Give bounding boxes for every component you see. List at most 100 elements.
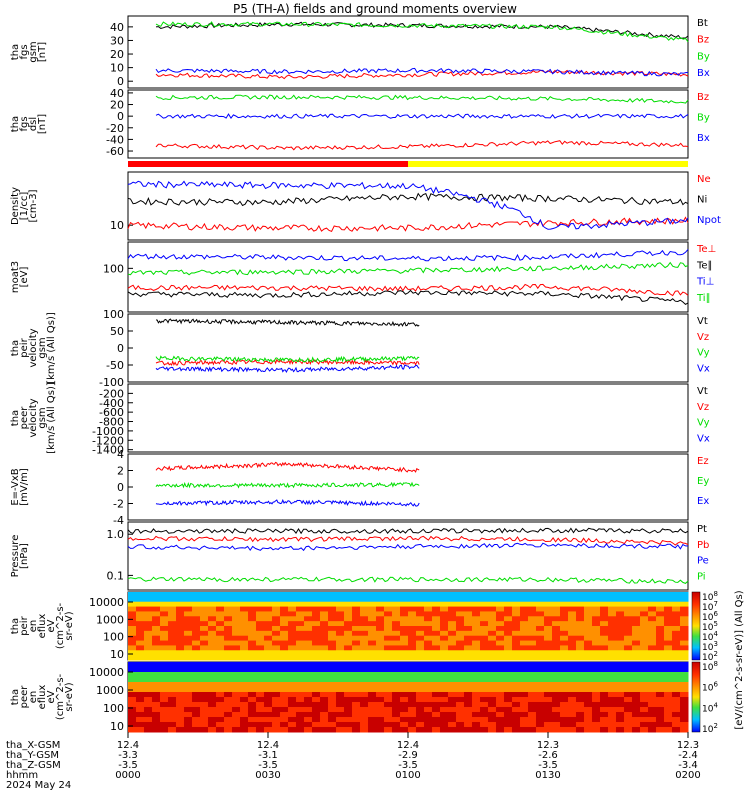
heatmap-cell [320, 645, 329, 651]
heatmap-cell [272, 626, 281, 632]
heatmap-cell [464, 667, 473, 673]
heatmap-cell [608, 717, 617, 723]
heatmap-cell [560, 677, 569, 683]
ytick-label: 100 [103, 631, 124, 644]
heatmap-cell [248, 616, 257, 622]
heatmap-cell [568, 667, 577, 673]
heatmap-cell [616, 722, 625, 728]
heatmap-cell [528, 611, 537, 617]
heatmap-cell [352, 621, 361, 627]
panel-ylabel: dsl [28, 117, 39, 131]
heatmap-cell [424, 640, 433, 646]
heatmap-cell [456, 712, 465, 718]
heatmap-cell [208, 727, 217, 733]
heatmap-cell [296, 611, 305, 617]
heatmap-cell [568, 687, 577, 693]
heatmap-cell [512, 662, 521, 668]
heatmap-cell [616, 592, 625, 598]
heatmap-cell [336, 626, 345, 632]
heatmap-cell [568, 672, 577, 678]
heatmap-cell [432, 662, 441, 668]
heatmap-cell [264, 626, 273, 632]
heatmap-cell [552, 692, 561, 698]
heatmap-cell [592, 650, 601, 656]
heatmap-cell [544, 677, 553, 683]
heatmap-cell [128, 601, 137, 608]
heatmap-cell [240, 596, 249, 603]
heatmap-cell [168, 601, 177, 608]
heatmap-cell [424, 672, 433, 678]
heatmap-cell [584, 727, 593, 733]
heatmap-cell [624, 687, 633, 693]
heatmap-cell [408, 635, 417, 642]
heatmap-cell [232, 645, 241, 651]
heatmap-cell [400, 592, 409, 598]
heatmap-cell [392, 655, 401, 661]
heatmap-cell [576, 712, 585, 718]
heatmap-cell [176, 650, 185, 656]
heatmap-cell [272, 655, 281, 661]
heatmap-cell [184, 682, 193, 688]
heatmap-cell [496, 611, 505, 617]
heatmap-cell [664, 672, 673, 678]
heatmap-cell [456, 707, 465, 713]
heatmap-cell [376, 616, 385, 622]
heatmap-cell [544, 621, 553, 627]
heatmap-cell [296, 667, 305, 673]
heatmap-cell [424, 702, 433, 708]
heatmap-cell [624, 611, 633, 617]
heatmap-cell [304, 635, 313, 642]
heatmap-cell [304, 662, 313, 668]
heatmap-cell [144, 702, 153, 708]
heatmap-cell [512, 645, 521, 651]
heatmap-cell [232, 655, 241, 661]
heatmap-cell [504, 601, 513, 608]
heatmap-cell [544, 635, 553, 642]
heatmap-cell [448, 672, 457, 678]
heatmap-cell [624, 606, 633, 612]
heatmap-cell [600, 687, 609, 693]
heatmap-cell [648, 630, 657, 637]
heatmap-cell [160, 630, 169, 637]
heatmap-cell [256, 616, 265, 622]
series-line-Ti∥ [127, 261, 689, 276]
heatmap-cell [424, 611, 433, 617]
heatmap-cell [376, 606, 385, 612]
heatmap-cell [600, 672, 609, 678]
heatmap-cell [240, 707, 249, 713]
heatmap-cell [440, 592, 449, 598]
heatmap-cell [208, 592, 217, 598]
heatmap-cell [176, 606, 185, 612]
heatmap-cell [136, 667, 145, 673]
heatmap-cell [544, 655, 553, 661]
heatmap-cell [568, 601, 577, 608]
heatmap-cell [680, 707, 689, 713]
heatmap-cell [416, 712, 425, 718]
heatmap-cell [144, 672, 153, 678]
heatmap-cell [480, 592, 489, 598]
heatmap-cell [576, 727, 585, 733]
heatmap-cell [216, 712, 225, 718]
heatmap-cell [560, 650, 569, 656]
heatmap-cell [608, 722, 617, 728]
heatmap-cell [632, 712, 641, 718]
heatmap-cell [528, 712, 537, 718]
heatmap-cell [640, 682, 649, 688]
heatmap-cell [280, 707, 289, 713]
heatmap-cell [648, 672, 657, 678]
heatmap-cell [352, 697, 361, 703]
heatmap-cell [520, 667, 529, 673]
heatmap-cell [368, 635, 377, 642]
heatmap-cell [304, 640, 313, 646]
heatmap-cell [152, 702, 161, 708]
footer-value: -3.5 [398, 760, 418, 771]
heatmap-cell [560, 702, 569, 708]
heatmap-cell [344, 621, 353, 627]
heatmap-cell [224, 621, 233, 627]
heatmap-cell [568, 692, 577, 698]
panel-9: thapeirenefluxeV(cm^2-s-sr-eV)1000010001… [10, 591, 689, 661]
heatmap-cell [368, 727, 377, 733]
heatmap-cell [520, 616, 529, 622]
